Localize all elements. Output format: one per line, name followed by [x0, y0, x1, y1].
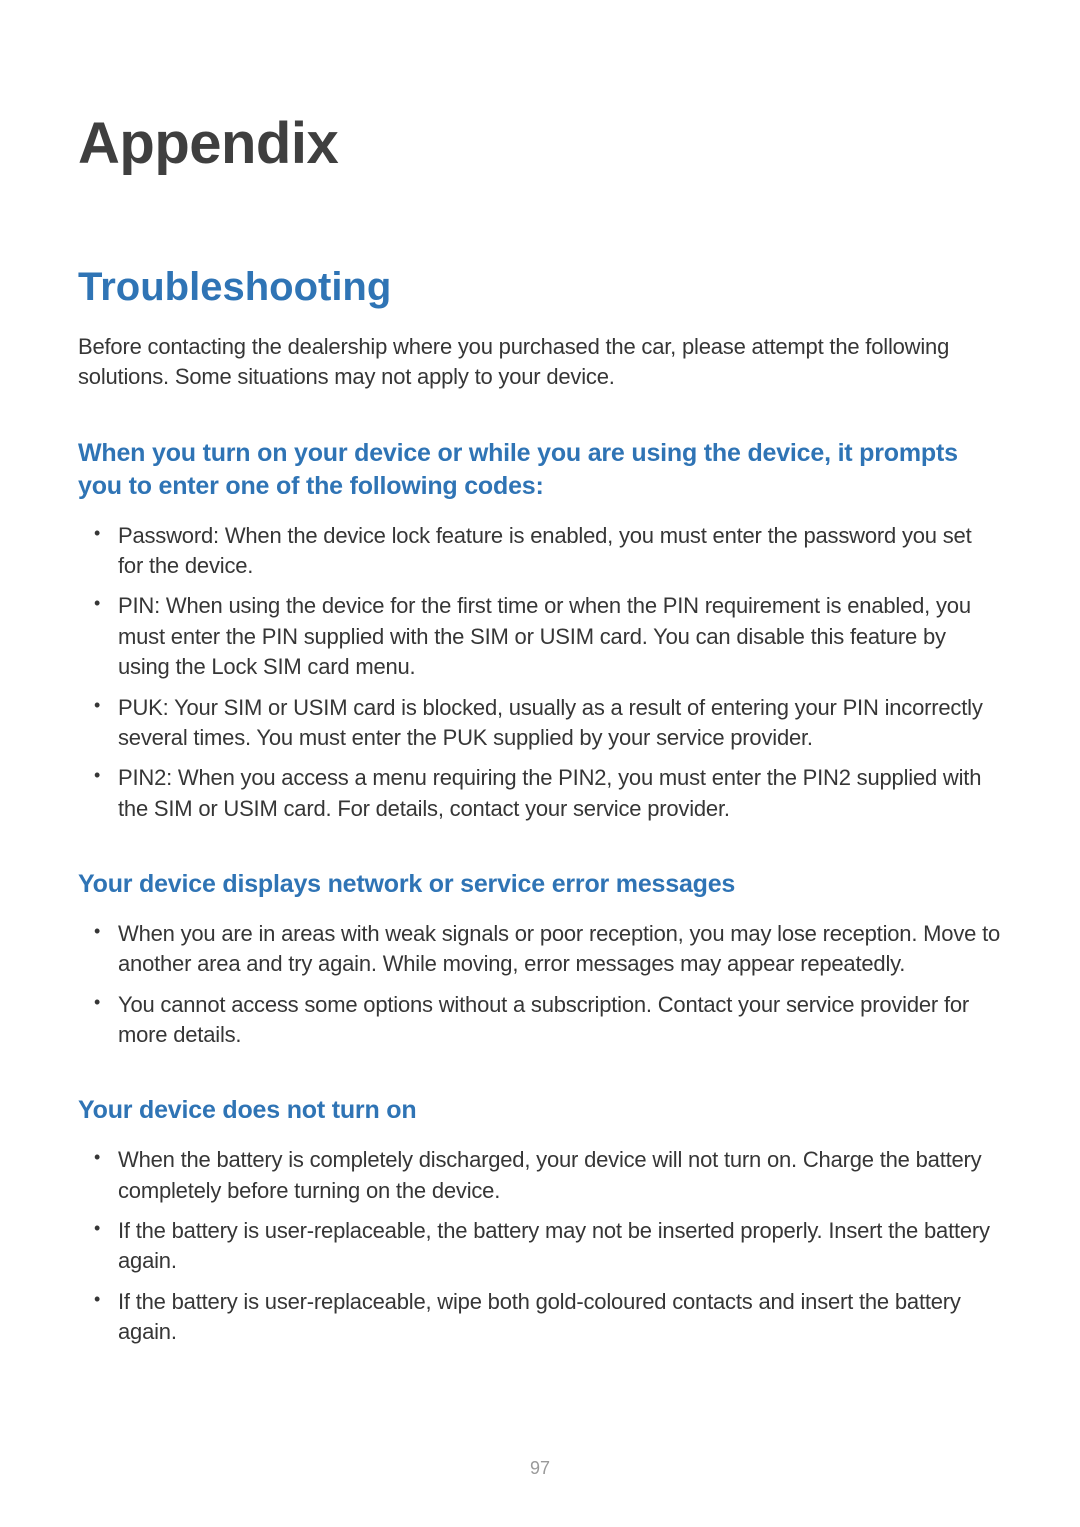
list-item: PIN2: When you access a menu requiring t…: [118, 763, 1002, 824]
subheading-power: Your device does not turn on: [78, 1094, 1002, 1127]
list-item: When the battery is completely discharge…: [118, 1145, 1002, 1206]
list-item: Password: When the device lock feature i…: [118, 521, 1002, 582]
list-item: PUK: Your SIM or USIM card is blocked, u…: [118, 693, 1002, 754]
subheading-network: Your device displays network or service …: [78, 868, 1002, 901]
list-item: You cannot access some options without a…: [118, 990, 1002, 1051]
bullet-list-network: When you are in areas with weak signals …: [78, 919, 1002, 1050]
subheading-codes: When you turn on your device or while yo…: [78, 437, 1002, 503]
list-item: If the battery is user-replaceable, the …: [118, 1216, 1002, 1277]
list-item: When you are in areas with weak signals …: [118, 919, 1002, 980]
list-item: If the battery is user-replaceable, wipe…: [118, 1287, 1002, 1348]
bullet-list-codes: Password: When the device lock feature i…: [78, 521, 1002, 824]
page-title: Appendix: [78, 110, 1002, 177]
bullet-list-power: When the battery is completely discharge…: [78, 1145, 1002, 1347]
list-item: PIN: When using the device for the first…: [118, 591, 1002, 682]
section-heading: Troubleshooting: [78, 265, 1002, 310]
section-intro: Before contacting the dealership where y…: [78, 332, 1002, 393]
page-number: 97: [0, 1458, 1080, 1479]
